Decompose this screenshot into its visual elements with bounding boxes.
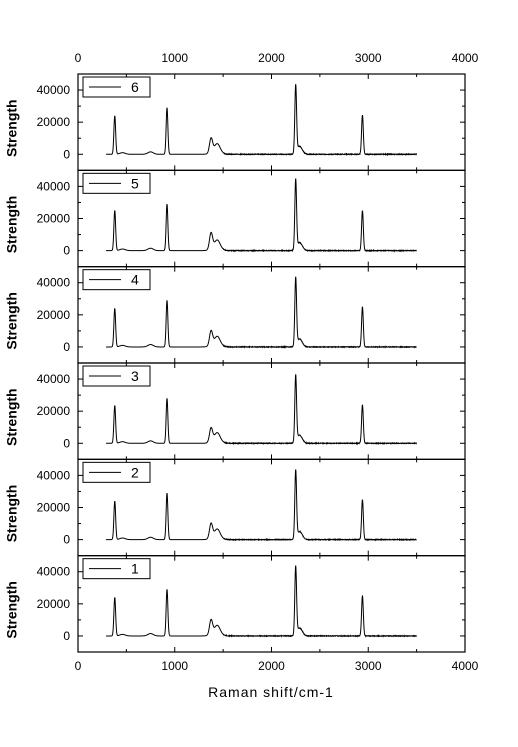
x-axis-title: Raman shift/cm-1 xyxy=(208,684,334,700)
y-tick-label: 40000 xyxy=(37,372,71,386)
legend-label: 5 xyxy=(131,175,139,191)
series-line-1 xyxy=(106,565,417,638)
top-x-tick-label: 4000 xyxy=(452,51,479,65)
top-x-axis: 0 1000 2000 3000 4000 xyxy=(75,51,479,65)
y-tick-label: 20000 xyxy=(37,212,71,226)
y-tick-label: 0 xyxy=(63,533,70,547)
y-axis-title: Strength xyxy=(4,581,20,639)
legend: 5 xyxy=(82,172,151,194)
bottom-x-axis: 0 1000 2000 3000 4000 xyxy=(75,659,479,673)
legend-label: 6 xyxy=(131,79,139,95)
panel-5: 0 20000 40000 Strength 5 xyxy=(4,169,466,268)
y-tick-label: 20000 xyxy=(37,501,71,515)
top-x-tick-label: 3000 xyxy=(355,51,382,65)
y-tick-label: 40000 xyxy=(37,468,71,482)
top-x-tick-label: 2000 xyxy=(258,51,285,65)
bottom-x-tick-label: 1000 xyxy=(161,659,188,673)
panel-1: 0 20000 40000 Strength 1 xyxy=(4,555,466,653)
legend: 1 xyxy=(82,558,151,580)
y-axis-title: Strength xyxy=(4,99,20,157)
y-axis-title: Strength xyxy=(4,485,20,543)
series-line-4 xyxy=(106,276,417,349)
y-tick-label: 40000 xyxy=(37,276,71,290)
legend: 2 xyxy=(82,461,151,483)
bottom-x-tick-label: 4000 xyxy=(452,659,479,673)
y-tick-label: 0 xyxy=(63,436,70,450)
y-tick-label: 0 xyxy=(63,147,70,161)
y-tick-label: 20000 xyxy=(37,308,71,322)
panel-4: 0 20000 40000 Strength 4 xyxy=(4,266,466,364)
series-line-5 xyxy=(106,178,417,253)
top-x-tick-label: 1000 xyxy=(161,51,188,65)
legend: 6 xyxy=(82,76,151,98)
bottom-x-tick-label: 2000 xyxy=(258,659,285,673)
series-line-6 xyxy=(106,84,418,156)
legend-label: 2 xyxy=(131,464,139,480)
y-axis-title: Strength xyxy=(4,292,20,350)
legend-label: 4 xyxy=(131,272,139,288)
y-tick-label: 40000 xyxy=(37,179,71,193)
series-line-3 xyxy=(106,374,418,446)
y-axis-title: Strength xyxy=(4,388,20,446)
y-tick-label: 20000 xyxy=(37,597,71,611)
panel-2: 0 20000 40000 Strength 2 xyxy=(4,458,466,557)
legend: 4 xyxy=(82,269,151,291)
series-line-2 xyxy=(106,469,417,542)
y-tick-label: 40000 xyxy=(37,565,71,579)
y-tick-label: 20000 xyxy=(37,404,71,418)
panel-6: 0 20000 40000 Strength 6 xyxy=(4,73,466,171)
top-x-tick-label: 0 xyxy=(75,51,82,65)
bottom-x-tick-label: 3000 xyxy=(355,659,382,673)
bottom-x-tick-label: 0 xyxy=(75,659,82,673)
legend-label: 1 xyxy=(131,561,139,577)
y-axis-title: Strength xyxy=(4,196,20,254)
y-tick-label: 0 xyxy=(63,340,70,354)
panel-3: 0 20000 40000 Strength 3 xyxy=(4,362,466,460)
y-tick-label: 40000 xyxy=(37,83,71,97)
y-tick-label: 0 xyxy=(63,244,70,258)
legend-label: 3 xyxy=(131,368,139,384)
legend: 3 xyxy=(82,365,151,387)
y-tick-label: 20000 xyxy=(37,115,71,129)
panels: 02000040000Strength602000040000Strength5… xyxy=(4,73,466,653)
y-tick-label: 0 xyxy=(63,629,70,643)
